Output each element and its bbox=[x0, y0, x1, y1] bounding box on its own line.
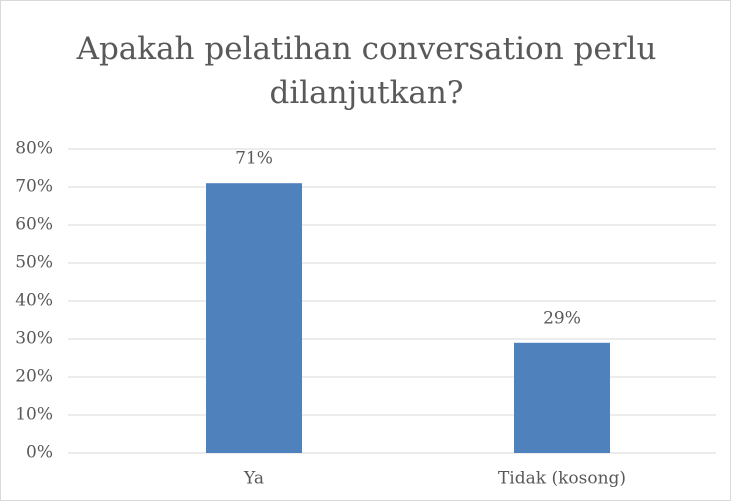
y-tick-label: 60% bbox=[15, 215, 53, 235]
y-tick-label: 40% bbox=[15, 291, 53, 311]
data-label: 71% bbox=[235, 149, 273, 169]
y-tick-label: 0% bbox=[26, 443, 53, 463]
bar bbox=[206, 183, 302, 453]
y-tick-label: 20% bbox=[15, 367, 53, 387]
x-tick-label: Tidak (kosong) bbox=[498, 469, 626, 489]
y-tick-label: 80% bbox=[15, 139, 53, 159]
data-label: 29% bbox=[543, 308, 581, 328]
y-tick-label: 70% bbox=[15, 177, 53, 197]
bar bbox=[514, 342, 610, 453]
chart-title: Apakah pelatihan conversation perlu dila… bbox=[76, 31, 657, 111]
y-tick-label: 10% bbox=[15, 405, 53, 425]
y-tick-label: 50% bbox=[15, 253, 53, 273]
y-tick-label: 30% bbox=[15, 329, 53, 349]
x-tick-label: Ya bbox=[243, 469, 264, 489]
